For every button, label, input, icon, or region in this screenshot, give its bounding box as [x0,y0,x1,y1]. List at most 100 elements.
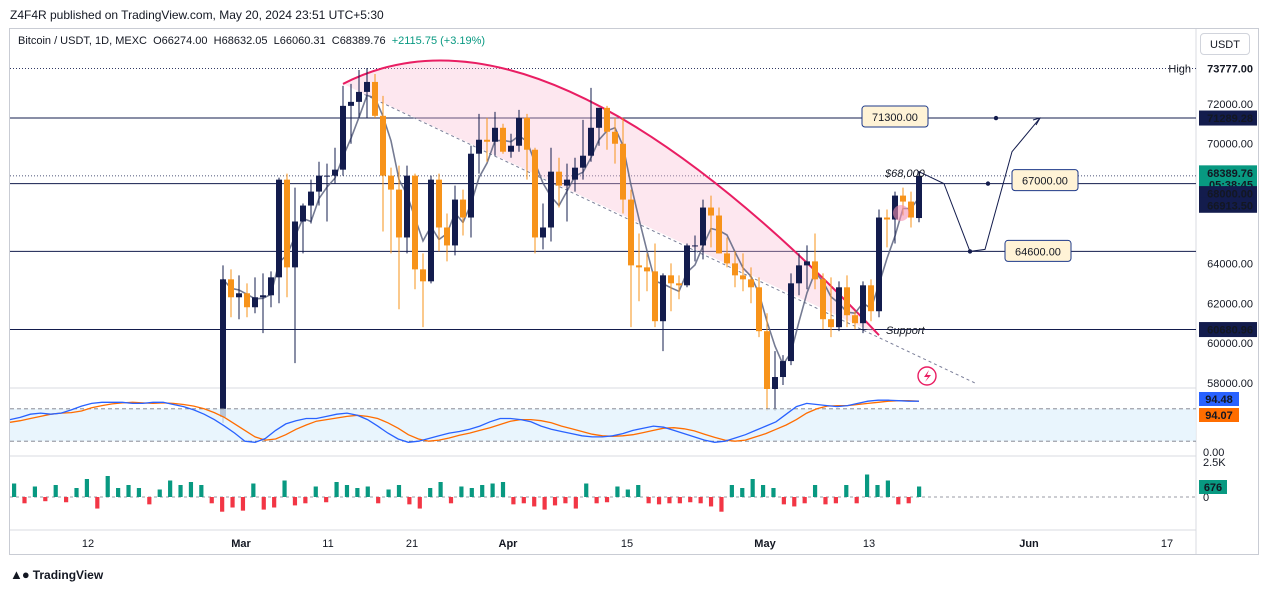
candle-body [316,175,322,192]
volume-bar [573,497,578,509]
candle-body [396,189,402,238]
volume-bar [677,497,682,504]
candle-body [524,117,530,150]
candle-body [876,217,882,312]
volume-bar [511,497,516,505]
volume-bar [344,485,350,497]
volume-bar [178,485,183,497]
lightning-bolt-icon [924,370,931,382]
volume-bar [792,497,797,507]
note-68k: $68,000 [884,168,926,180]
volume-bar [625,489,630,497]
volume-bar [812,485,818,497]
volume-bar [667,497,672,504]
candle-body [556,171,562,186]
candle-body [276,179,282,278]
x-tick-label: 12 [82,538,94,550]
volume-bar [251,483,256,497]
volume-bar [282,480,287,497]
candle-body [604,107,610,132]
volume-axis-label: 0 [1203,492,1209,504]
candle-body [636,265,642,268]
volume-bar [521,497,526,504]
target-label-71300: 71300.00 [872,112,918,124]
volume-axis-label: 2.5K [1203,457,1226,469]
volume-bar [459,486,464,497]
candle-body [492,127,498,142]
candle-body [596,107,602,128]
volume-bar [396,485,402,497]
volume-bar [906,497,911,504]
volume-bar [781,497,786,505]
volume-bar [708,497,714,507]
price-label-box [1199,322,1257,338]
currency-button[interactable]: USDT [1200,33,1250,55]
candle-body [620,143,626,200]
volume-bar [95,497,100,509]
candle-body [708,207,714,216]
volume-bar [303,497,308,504]
volume-bar [917,486,922,497]
candle-body [572,167,578,180]
volume-bar [563,497,568,504]
candle-body [292,221,298,268]
volume-bar [552,497,558,506]
volume-bar [490,483,495,497]
rsi-axis-label: 0.00 [1203,447,1224,459]
volume-bar [355,488,360,497]
target-label-67000: 67000.00 [1022,176,1068,188]
volume-bar [584,483,589,497]
target-dot [985,181,991,186]
volume-bar [729,485,734,497]
price-label: 68389.76 [1207,168,1253,180]
x-tick-label: 17 [1161,538,1173,550]
rounding-top-fill [343,60,879,336]
volume-bar [854,497,859,504]
volume-bar [240,497,246,511]
candle-body [532,149,538,238]
volume-bar [64,497,69,503]
candle-body [428,179,434,282]
candle-body [588,127,594,156]
candle-body [732,263,738,276]
volume-bar [126,485,131,497]
candle-body [788,283,794,362]
candle-body [452,199,458,246]
candle-body [516,117,522,146]
candle-body [892,195,898,220]
volume-bar [136,488,142,497]
tradingview-logo[interactable]: ▲● TradingView [10,567,103,582]
candle-body [612,131,618,144]
candle-body [540,227,546,238]
open-value: O66274.00 [153,35,208,47]
change-value: +2115.75 (+3.19%) [391,35,486,47]
rsi-k-line [9,399,919,443]
candle-body [724,253,730,264]
price-label-box [1199,110,1257,126]
y-tick-label: 64000.00 [1207,258,1253,270]
candle-body [404,175,410,238]
candle-body [836,287,842,328]
target-label-67000-box [1011,169,1079,192]
rsi-d-label: 94.07 [1205,410,1233,422]
high-tag: High [1168,63,1191,75]
candle-body [388,175,394,190]
projection-path [918,117,1041,252]
rsi-d-label-box [1199,408,1239,422]
candle-body [900,195,906,202]
price-label: 66913.50 [1207,200,1253,212]
volume-bar [209,497,214,504]
volume-bar [417,497,422,509]
candle-body [676,283,682,286]
candle-body [484,139,490,142]
candle-body [268,277,274,296]
tradingview-logo-icon: ▲● [10,567,30,582]
symbol-name[interactable]: Bitcoin / USDT, 1D, MEXC [18,35,147,47]
volume-bar [376,497,381,504]
y-tick-label: 60000.00 [1207,338,1253,350]
close-value: C68389.76 [331,35,386,47]
x-tick-label: Jun [1019,538,1039,550]
y-tick-label: 72000.00 [1207,99,1253,111]
candle-body [772,377,778,389]
